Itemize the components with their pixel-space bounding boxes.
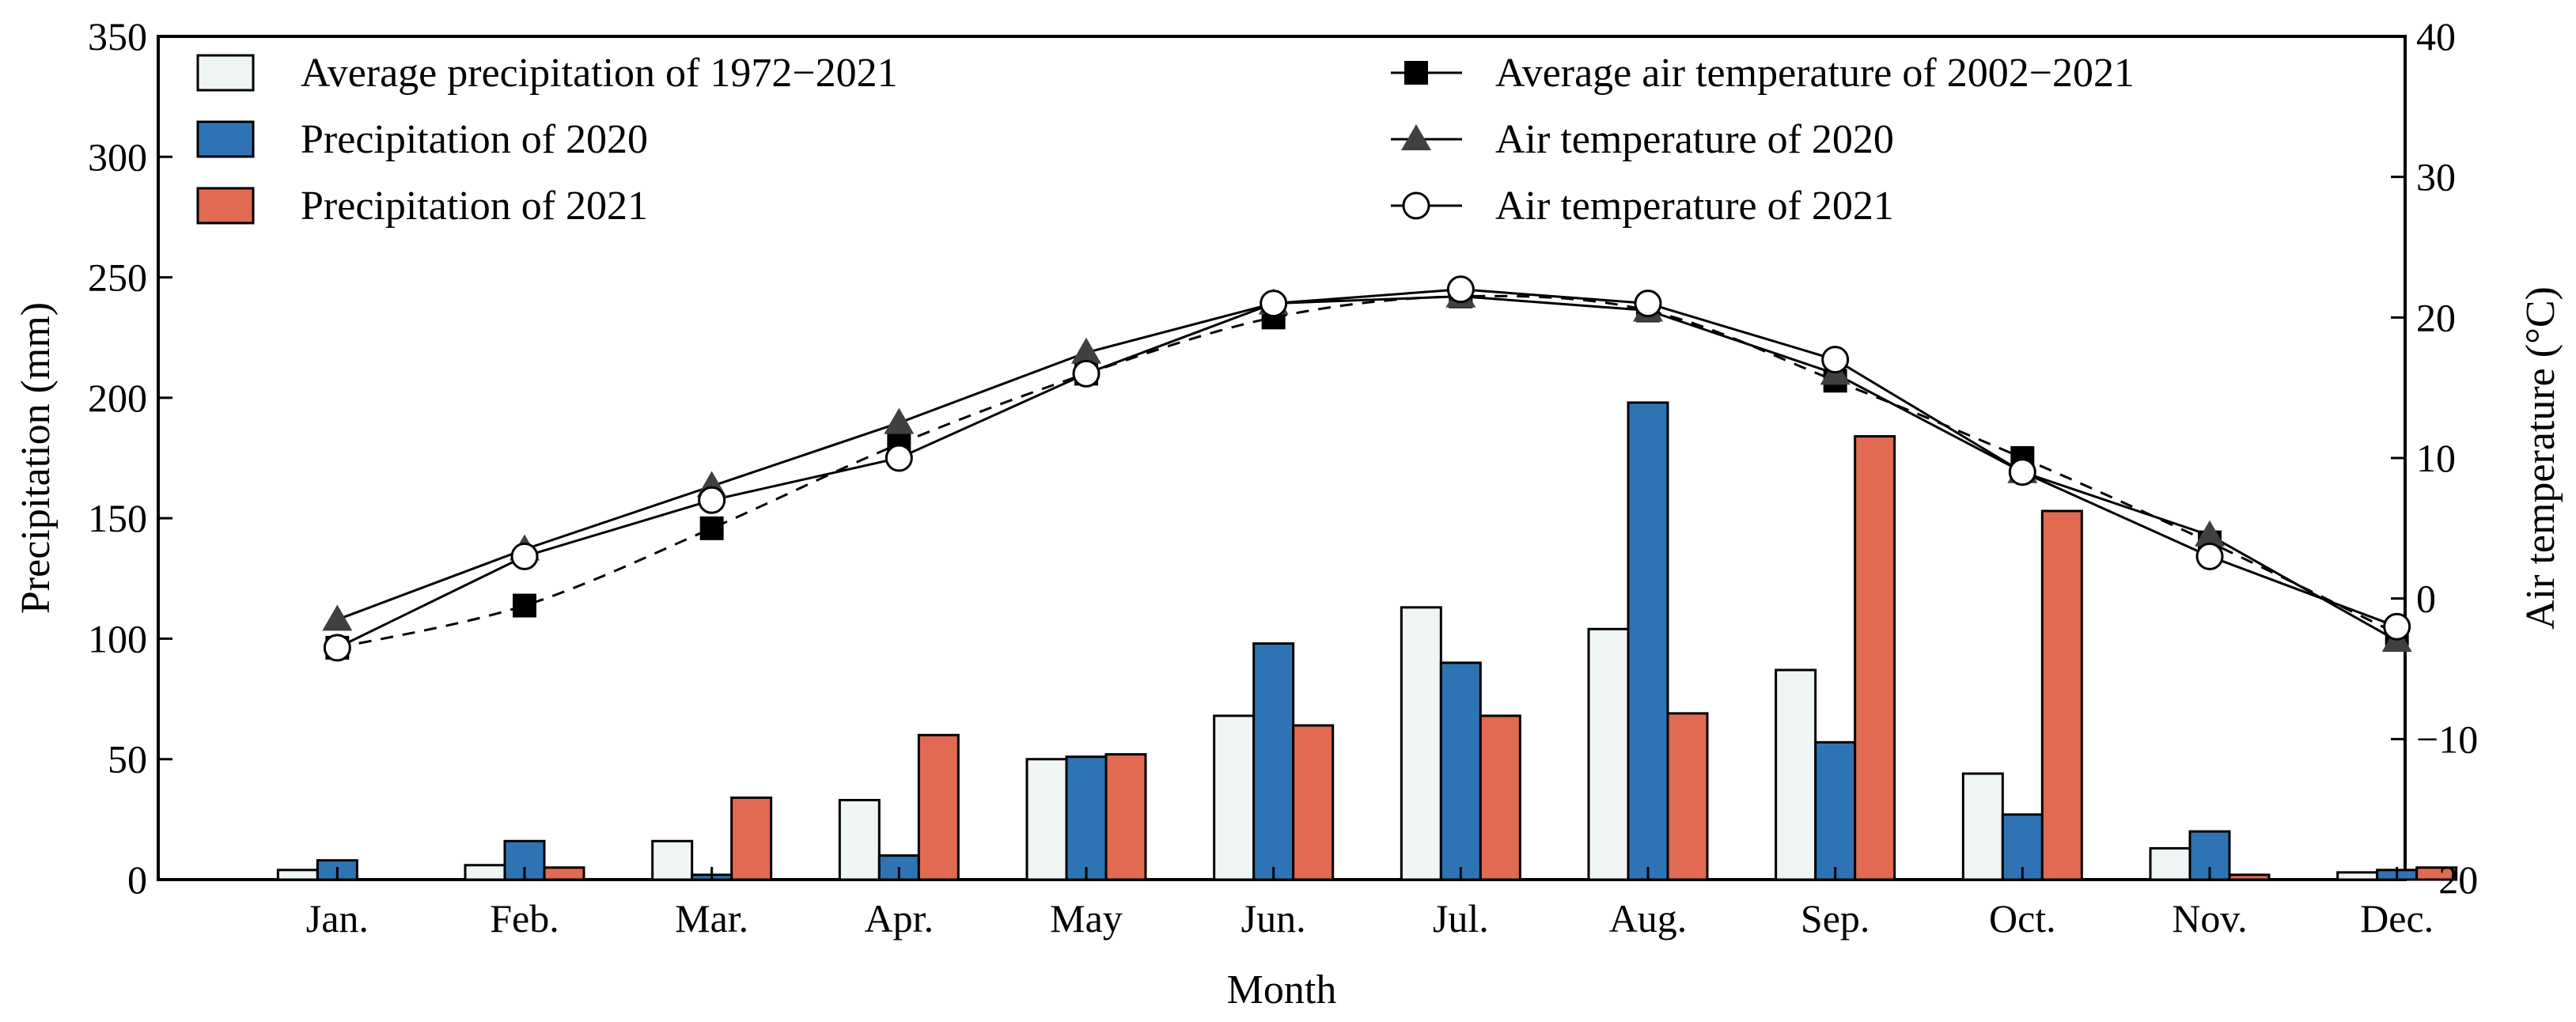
y-axis-left-title: Precipitation (mm) [13, 302, 59, 614]
x-tick-label: May [1050, 896, 1123, 941]
y-right-tick-label: 10 [2416, 436, 2456, 480]
lines-layer [322, 275, 2412, 662]
bar-series2-sep [1814, 740, 1857, 881]
y-left-tick-label: 300 [88, 134, 147, 179]
bar-series3-aug [1666, 712, 1709, 881]
bar-series1-may [1025, 758, 1068, 881]
bar-series1-oct [1961, 772, 2004, 881]
axes-layer: 0 50 100 150 200 250 300 350 −20 −10 0 10 20 30 40 Jan.… [88, 14, 2478, 941]
temperature-point-series2-may [1071, 337, 1101, 364]
bar-series3-jun [1292, 724, 1335, 881]
temperature-point-series3-mar [698, 486, 726, 514]
y-right-tick-label: 20 [2416, 295, 2456, 339]
bar-series1-aug [1587, 627, 1630, 881]
legend-label-bar-3: Precipitation of 2021 [301, 184, 648, 229]
temperature-point-series3-jun [1260, 290, 1288, 318]
x-tick-label: Apr. [865, 896, 934, 941]
legend-label-line-1: Average air temperature of 2002−2021 [1495, 51, 2135, 96]
bar-series2-jul [1439, 661, 1482, 881]
temperature-line-1 [337, 294, 2398, 649]
y-right-tick-label: −10 [2416, 717, 2478, 761]
bar-series3-sep [1854, 435, 1896, 881]
bar-series1-dec [2336, 871, 2379, 881]
y-left-tick-label: 100 [88, 616, 147, 661]
y-left-tick-label: 250 [88, 256, 147, 300]
x-tick-label: Oct. [1989, 896, 2056, 941]
y-axis-right-title: Air temperature (°C) [2518, 286, 2563, 630]
bar-series3-mar [730, 796, 773, 881]
bar-series1-jan [276, 869, 319, 881]
bar-series3-oct [2040, 509, 2083, 881]
x-tick-label: Jan. [306, 896, 369, 941]
bar-series1-nov [2149, 846, 2191, 881]
x-tick-label: Feb. [490, 896, 559, 941]
y-left-tick-label: 350 [88, 14, 147, 59]
bar-series3-may [1104, 753, 1147, 881]
legend-label-line-2: Air temperature of 2020 [1495, 117, 1894, 162]
temperature-point-series2-apr [884, 407, 915, 434]
x-tick-label: Dec. [2360, 896, 2434, 941]
legend-marker-2 [1401, 124, 1431, 150]
bar-series1-mar [651, 839, 694, 881]
y-left-tick-label: 200 [88, 376, 147, 420]
y-right-tick-label: −20 [2416, 857, 2478, 902]
bar-series3-jul [1479, 714, 1521, 881]
temperature-point-series1-mar [699, 516, 724, 540]
temperature-line-2 [336, 295, 2398, 642]
temperature-point-series3-sep [1821, 346, 1850, 374]
temperature-point-series3-jul [1446, 275, 1475, 304]
temperature-point-series3-nov [2195, 542, 2224, 570]
x-tick-label: Nov. [2172, 896, 2247, 941]
x-tick-label: Mar. [675, 896, 748, 941]
temperature-point-series1-feb [513, 593, 536, 618]
bar-series3-feb [543, 866, 585, 881]
bar-series3-apr [917, 733, 960, 881]
temperature-point-series2-nov [2195, 520, 2225, 547]
temperature-point-series3-apr [885, 444, 913, 472]
legend-layer: Average precipitation of 1972−2021 Precip… [196, 51, 2135, 229]
bar-series1-jul [1400, 606, 1442, 881]
y-right-tick-label: 0 [2416, 577, 2436, 621]
temperature-point-series3-feb [510, 542, 539, 570]
x-tick-label: Sep. [1801, 896, 1870, 941]
temperature-point-series3-oct [2008, 458, 2036, 486]
temperature-point-series2-jan [322, 604, 353, 631]
y-right-tick-label: 30 [2416, 155, 2456, 199]
y-right-tick-label: 40 [2416, 14, 2456, 59]
bar-series2-aug [1627, 401, 1669, 881]
bar-series3-nov [2228, 873, 2271, 881]
temperature-point-series3-may [1072, 359, 1100, 388]
bar-series1-feb [464, 864, 506, 881]
legend-label-line-3: Air temperature of 2021 [1495, 184, 1894, 229]
temperature-point-series3-dec [2383, 612, 2411, 641]
legend-marker-1 [1404, 61, 1428, 85]
x-tick-label: Aug. [1609, 896, 1688, 941]
y-left-tick-label: 50 [108, 737, 147, 782]
x-axis-title: Month [1227, 967, 1337, 1013]
bar-series2-may [1065, 755, 1108, 881]
temperature-point-series3-jan [323, 634, 351, 662]
legend-marker-3 [1402, 191, 1430, 220]
temperature-point-series3-aug [1634, 290, 1662, 318]
bar-series2-jun [1252, 642, 1295, 881]
legend-label-bar-2: Precipitation of 2020 [301, 117, 648, 162]
y-left-tick-label: 150 [88, 496, 147, 540]
bar-series1-jun [1213, 714, 1256, 881]
x-tick-label: Jun. [1241, 896, 1306, 941]
legend-swatch-bar-1 [196, 54, 255, 92]
x-tick-label: Jul. [1433, 896, 1489, 941]
bar-series1-apr [838, 798, 881, 881]
bar-series3-dec [2415, 866, 2458, 881]
y-left-tick-label: 0 [127, 857, 147, 902]
legend-label-bar-1: Average precipitation of 1972−2021 [301, 51, 898, 96]
legend-swatch-bar-3 [196, 187, 255, 225]
legend-swatch-bar-2 [196, 120, 255, 158]
temperature-line-3 [336, 288, 2398, 649]
bars-layer [276, 401, 2458, 881]
bar-series1-sep [1775, 668, 1817, 881]
